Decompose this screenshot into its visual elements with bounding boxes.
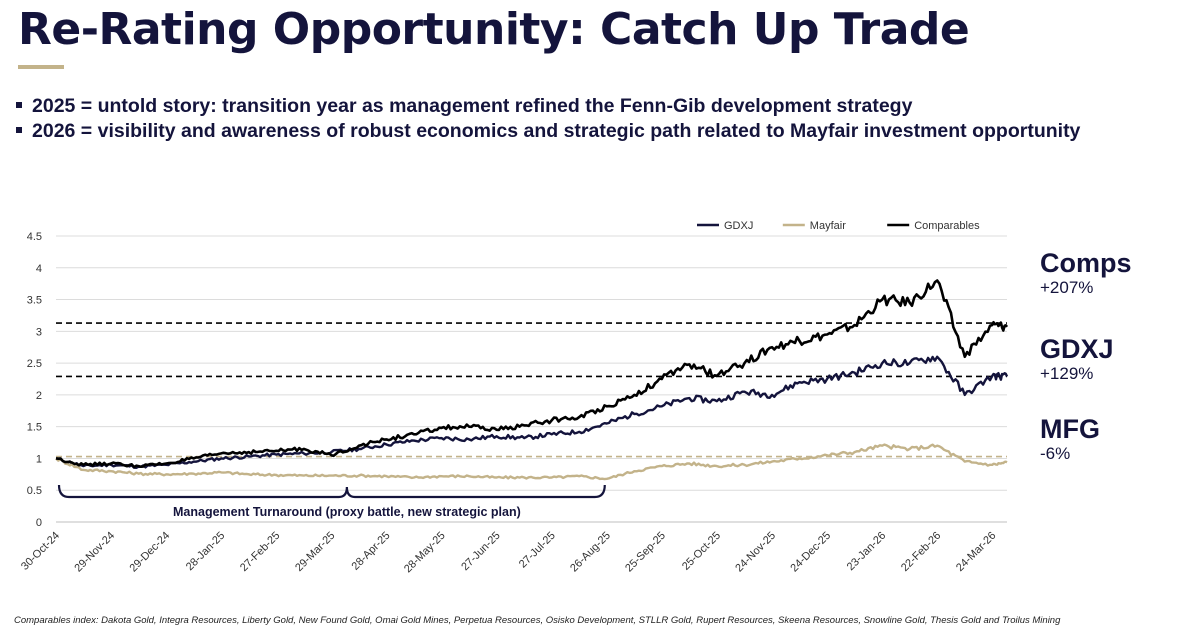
bullet-item: 2025 = untold story: transition year as … xyxy=(16,94,1080,119)
side-label-name: Comps xyxy=(1040,248,1132,278)
side-label-change: -6% xyxy=(1040,444,1071,463)
x-tick-label: 29-Dec-24 xyxy=(127,530,172,575)
side-label-mfg: MFG -6% xyxy=(1040,414,1100,464)
x-tick-label: 24-Mar-26 xyxy=(954,530,998,574)
series-line-gdxj xyxy=(55,355,1009,469)
y-tick-label: 1 xyxy=(36,453,42,465)
x-tick-label: 24-Dec-25 xyxy=(788,530,833,575)
legend-label: Mayfair xyxy=(810,220,846,232)
x-tick-label: 23-Jan-26 xyxy=(845,530,889,574)
turnaround-annotation: Management Turnaround (proxy battle, new… xyxy=(173,505,521,519)
x-tick-label: 29-Nov-24 xyxy=(72,530,117,575)
y-tick-label: 3.5 xyxy=(27,295,42,307)
side-label-name: MFG xyxy=(1040,414,1100,444)
footnote: Comparables index: Dakota Gold, Integra … xyxy=(14,615,1061,626)
y-tick-label: 3 xyxy=(36,326,42,338)
page-title: Re-Rating Opportunity: Catch Up Trade xyxy=(18,4,970,55)
x-tick-label: 28-Apr-25 xyxy=(350,530,393,573)
x-tick-label: 27-Jun-25 xyxy=(459,530,503,574)
x-tick-label: 30-Oct-24 xyxy=(19,530,62,573)
side-label-name: GDXJ xyxy=(1040,334,1114,364)
x-tick-label: 24-Nov-25 xyxy=(733,530,778,575)
x-tick-label: 22-Feb-26 xyxy=(899,530,943,574)
legend-label: Comparables xyxy=(914,220,980,232)
turnaround-bracket xyxy=(57,484,606,499)
legend-label: GDXJ xyxy=(724,220,753,232)
x-tick-label: 25-Oct-25 xyxy=(680,530,723,573)
square-bullet-icon xyxy=(16,126,22,133)
x-tick-label: 25-Sep-25 xyxy=(623,530,668,575)
y-tick-label: 0.5 xyxy=(27,485,42,497)
bullet-item: 2026 = visibility and awareness of robus… xyxy=(16,119,1080,144)
series-line-comparables xyxy=(55,279,1009,469)
x-tick-label: 26-Aug-25 xyxy=(568,530,613,575)
bullet-list: 2025 = untold story: transition year as … xyxy=(16,94,1080,144)
series-line-mayfair xyxy=(55,443,1008,481)
side-label-change: +129% xyxy=(1040,364,1094,383)
x-tick-label: 28-May-25 xyxy=(402,530,448,576)
square-bullet-icon xyxy=(16,101,22,108)
y-tick-label: 2.5 xyxy=(27,358,42,370)
y-tick-label: 1.5 xyxy=(27,422,42,434)
y-tick-label: 2 xyxy=(36,390,42,402)
side-label-gdxj: GDXJ +129% xyxy=(1040,334,1114,384)
bullet-text: 2025 = untold story: transition year as … xyxy=(32,95,913,117)
side-label-change: +207% xyxy=(1040,278,1094,297)
x-tick-label: 29-Mar-25 xyxy=(293,530,337,574)
x-tick-label: 27-Feb-25 xyxy=(238,530,282,574)
title-accent-bar xyxy=(18,65,64,69)
performance-line-chart: 00.511.522.533.544.530-Oct-24 29-Nov-24 29… xyxy=(19,220,1009,576)
bullet-text: 2026 = visibility and awareness of robus… xyxy=(32,120,1081,142)
y-tick-label: 0 xyxy=(36,517,42,529)
x-tick-label: 27-Jul-25 xyxy=(517,530,558,571)
y-tick-label: 4.5 xyxy=(27,231,42,243)
y-tick-label: 4 xyxy=(36,263,42,275)
side-label-comps: Comps +207% xyxy=(1040,248,1132,298)
x-tick-label: 28-Jan-25 xyxy=(184,530,228,574)
